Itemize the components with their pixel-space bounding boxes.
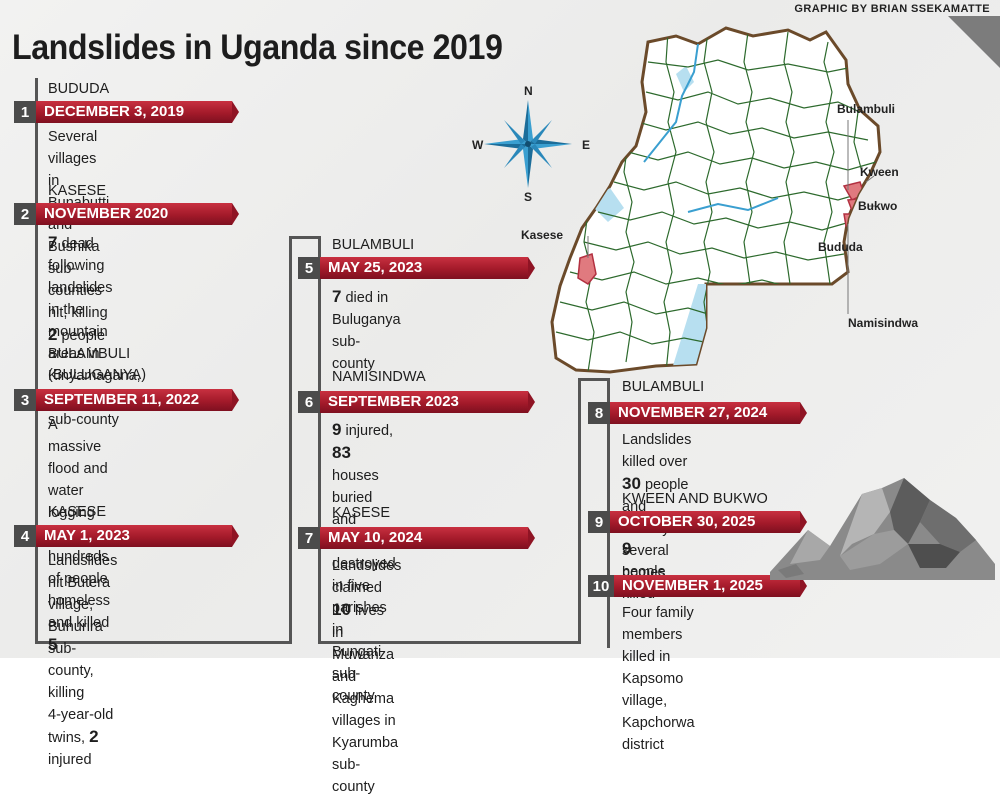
highlight-number: 83	[332, 443, 351, 462]
timeline-line-col3a	[578, 378, 581, 644]
event-number: 10	[588, 575, 614, 597]
description-line: sub-county	[332, 334, 375, 372]
event-number: 6	[298, 391, 320, 413]
page-title: Landslides in Uganda since 2019	[12, 28, 503, 67]
map-label-namisindwa: Namisindwa	[848, 316, 919, 330]
timeline-line-col2b	[318, 236, 321, 644]
description-line: 7 dead following landslides	[48, 233, 113, 296]
description-line: Kapsomo village, Kapchorwa district	[622, 671, 695, 753]
event-date: MAY 1, 2023	[36, 525, 239, 547]
highlight-number: 9	[622, 539, 632, 558]
event-date: NOVEMBER 2020	[36, 203, 239, 225]
event-number: 3	[14, 389, 36, 411]
description-line: 4-year-old twins, 2 injured	[48, 707, 114, 768]
event-location: BUDUDA	[48, 81, 110, 97]
event-number: 1	[14, 101, 36, 123]
highlight-number: 7	[48, 233, 58, 252]
description-line: in the mountain areas in	[48, 302, 108, 362]
event-location: KASESE	[48, 183, 107, 199]
event-date: SEPTEMBER 11, 2022	[36, 389, 239, 411]
event-location: KASESE	[332, 505, 391, 521]
timeline-connector-2-3	[318, 641, 581, 644]
event-description: 7 died in Buluganya sub-county	[332, 286, 401, 375]
uganda-map-image	[550, 26, 882, 374]
map-label-bukwo: Bukwo	[858, 199, 898, 213]
description-line: villages in Kyarumba sub-county	[332, 713, 399, 795]
event-date: OCTOBER 30, 2025	[610, 511, 807, 533]
event-number: 2	[14, 203, 36, 225]
timeline-connector-1-2	[35, 641, 292, 644]
event-description: Four family members killed in Kapsomo vil…	[622, 602, 695, 756]
highlight-number: 7	[332, 287, 342, 306]
description-line: sub-county	[48, 412, 119, 428]
event-date: MAY 10, 2024	[320, 527, 535, 549]
compass-east: E	[582, 138, 591, 152]
timeline-line-col1	[35, 78, 38, 644]
mountain-illustration	[770, 460, 995, 585]
compass-rose: N S E W	[472, 82, 590, 207]
event-date: SEPTEMBER 2023	[320, 391, 535, 413]
timeline-connector-top2	[289, 236, 321, 239]
uganda-map: Kasese Bulambuli Kween Bukwo Bududa Nami…	[521, 22, 918, 387]
event-location: NAMISINDWA	[332, 369, 426, 385]
event-date: MAY 25, 2023	[320, 257, 535, 279]
event-number: 8	[588, 402, 610, 424]
event-date: NOVEMBER 1, 2025	[614, 575, 807, 597]
event-date: NOVEMBER 27, 2024	[610, 402, 807, 424]
event-location: BULAMBULI	[48, 346, 131, 362]
graphic-credit: GRAPHIC BY BRIAN SSEKAMATTE	[794, 3, 990, 15]
description-line: 7 died in Buluganya	[332, 287, 401, 328]
highlight-number: 9	[332, 420, 342, 439]
event-description: Landslides hit Butera village, Buhurira s…	[48, 550, 117, 771]
description-line: Landslides claimed 10 lives	[332, 558, 402, 619]
highlight-number: 2	[89, 727, 99, 746]
timeline-connector-top3	[578, 378, 610, 381]
compass-north: N	[524, 84, 533, 98]
mountain-icon	[770, 478, 995, 580]
event-location: BULAMBULI	[622, 379, 705, 395]
highlight-number: 2	[48, 325, 58, 344]
description-line: in Muwanza and Kaghema	[332, 625, 395, 707]
event-location-sub: (BULUGANYA)	[48, 367, 147, 383]
map-label-kween: Kween	[860, 165, 899, 179]
description-line: Buhurira sub-county, killing	[48, 619, 103, 701]
description-line: homeless and killed 5	[48, 593, 111, 654]
description-line: Four family members killed in	[622, 605, 694, 665]
event-number: 9	[588, 511, 610, 533]
map-label-kasese: Kasese	[521, 228, 564, 242]
map-label-bududa: Bududa	[818, 240, 863, 254]
event-location: KASESE	[48, 504, 107, 520]
event-location: BULAMBULI	[332, 237, 415, 253]
event-number: 4	[14, 525, 36, 547]
compass-south: S	[524, 190, 533, 204]
compass-west: W	[472, 138, 484, 152]
highlight-number: 5	[48, 635, 58, 654]
event-description: Landslides claimed 10 lives in Muwanza an…	[332, 555, 401, 798]
event-date: DECEMBER 3, 2019	[36, 101, 239, 123]
description-line: logging left hundreds of people	[48, 505, 109, 587]
event-location: KWEEN AND BUKWO	[622, 491, 768, 507]
description-line: Landslides hit Butera village,	[48, 553, 118, 613]
event-number: 7	[298, 527, 320, 549]
description-line: Landslides killed over 30 people	[622, 432, 692, 493]
description-line: A massive flood and water	[48, 417, 108, 499]
highlight-number: 30	[622, 474, 641, 493]
description-line: 9 injured, 83 houses buried and	[332, 420, 394, 528]
corner-decoration	[948, 16, 1000, 68]
compass-icon	[484, 100, 572, 188]
highlight-number: 10	[332, 600, 351, 619]
timeline-line-col2a	[289, 236, 292, 644]
event-number: 5	[298, 257, 320, 279]
map-label-bulambuli: Bulambuli	[837, 102, 896, 116]
